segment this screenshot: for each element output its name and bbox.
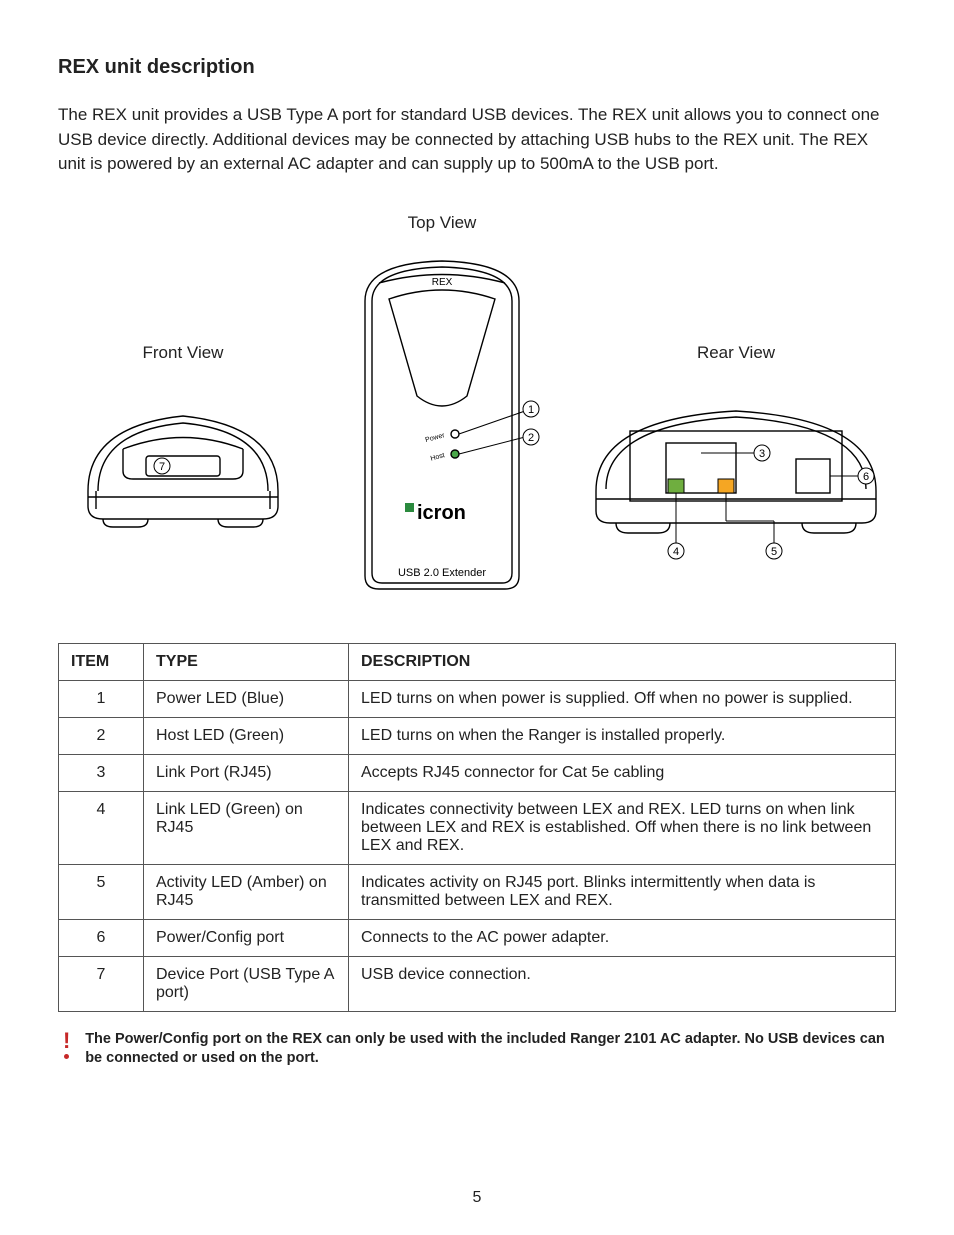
cell-item: 7 bbox=[59, 956, 144, 1011]
warning-icon: ! bbox=[58, 1030, 75, 1059]
col-type: TYPE bbox=[144, 643, 349, 680]
cell-type: Activity LED (Amber) on RJ45 bbox=[144, 864, 349, 919]
top-view-svg: REX Power Host icron USB 2.0 Extender bbox=[327, 241, 557, 611]
svg-text:2: 2 bbox=[528, 432, 534, 444]
cell-type: Link Port (RJ45) bbox=[144, 754, 349, 791]
cell-item: 3 bbox=[59, 754, 144, 791]
col-desc: DESCRIPTION bbox=[349, 643, 896, 680]
rear-view-column: Rear View bbox=[576, 213, 896, 571]
top-view-column: Top View REX Power Host bbox=[322, 213, 562, 611]
host-led-label: Host bbox=[430, 452, 446, 463]
callout-2: 2 bbox=[523, 429, 539, 445]
cell-item: 1 bbox=[59, 680, 144, 717]
front-view-label: Front View bbox=[143, 343, 224, 363]
table-row: 2Host LED (Green)LED turns on when the R… bbox=[59, 717, 896, 754]
callout-6: 6 bbox=[858, 468, 874, 484]
page-number: 5 bbox=[0, 1189, 954, 1207]
top-view-label: Top View bbox=[408, 213, 477, 233]
cell-item: 6 bbox=[59, 919, 144, 956]
cell-desc: LED turns on when the Ranger is installe… bbox=[349, 717, 896, 754]
cell-type: Host LED (Green) bbox=[144, 717, 349, 754]
cell-type: Link LED (Green) on RJ45 bbox=[144, 791, 349, 864]
callout-3: 3 bbox=[754, 445, 770, 461]
svg-text:4: 4 bbox=[673, 546, 679, 558]
table-row: 6Power/Config portConnects to the AC pow… bbox=[59, 919, 896, 956]
cell-item: 2 bbox=[59, 717, 144, 754]
table-row: 5Activity LED (Amber) on RJ45Indicates a… bbox=[59, 864, 896, 919]
cell-desc: LED turns on when power is supplied. Off… bbox=[349, 680, 896, 717]
callout-1: 1 bbox=[523, 401, 539, 417]
cell-desc: Connects to the AC power adapter. bbox=[349, 919, 896, 956]
power-led-label: Power bbox=[425, 432, 447, 444]
cell-item: 5 bbox=[59, 864, 144, 919]
rex-label: REX bbox=[432, 277, 453, 288]
svg-text:3: 3 bbox=[759, 448, 765, 460]
rear-view-svg: 3 6 4 bbox=[576, 371, 896, 571]
callout-4: 4 bbox=[668, 543, 684, 559]
table-row: 7Device Port (USB Type A port)USB device… bbox=[59, 956, 896, 1011]
table-row: 4Link LED (Green) on RJ45Indicates conne… bbox=[59, 791, 896, 864]
page: REX unit description The REX unit provid… bbox=[0, 0, 954, 1235]
cell-desc: Indicates activity on RJ45 port. Blinks … bbox=[349, 864, 896, 919]
host-led-icon bbox=[451, 450, 459, 458]
brand-logo: icron bbox=[405, 502, 466, 524]
svg-text:6: 6 bbox=[863, 471, 869, 483]
front-view-column: Front View bbox=[58, 213, 308, 531]
warning-text: The Power/Config port on the REX can onl… bbox=[85, 1030, 896, 1069]
cell-item: 4 bbox=[59, 791, 144, 864]
cell-type: Power LED (Blue) bbox=[144, 680, 349, 717]
views-row: Front View bbox=[58, 213, 896, 613]
description-table: ITEM TYPE DESCRIPTION 1Power LED (Blue)L… bbox=[58, 643, 896, 1012]
cell-type: Power/Config port bbox=[144, 919, 349, 956]
col-item: ITEM bbox=[59, 643, 144, 680]
section-title: REX unit description bbox=[58, 56, 896, 79]
callout-7: 7 bbox=[154, 458, 170, 474]
cell-desc: Accepts RJ45 connector for Cat 5e cablin… bbox=[349, 754, 896, 791]
table-row: 1Power LED (Blue)LED turns on when power… bbox=[59, 680, 896, 717]
callout-5: 5 bbox=[766, 543, 782, 559]
cell-desc: Indicates connectivity between LEX and R… bbox=[349, 791, 896, 864]
rear-view-label: Rear View bbox=[697, 343, 775, 363]
activity-led-icon bbox=[718, 479, 734, 493]
svg-text:5: 5 bbox=[771, 546, 777, 558]
svg-text:7: 7 bbox=[159, 461, 165, 473]
cell-desc: USB device connection. bbox=[349, 956, 896, 1011]
table-row: 3Link Port (RJ45)Accepts RJ45 connector … bbox=[59, 754, 896, 791]
usb-extender-label: USB 2.0 Extender bbox=[398, 567, 486, 579]
cell-type: Device Port (USB Type A port) bbox=[144, 956, 349, 1011]
svg-text:icron: icron bbox=[417, 502, 466, 524]
table-header-row: ITEM TYPE DESCRIPTION bbox=[59, 643, 896, 680]
front-view-svg: 7 bbox=[68, 371, 298, 531]
link-led-icon bbox=[668, 479, 684, 493]
svg-text:1: 1 bbox=[528, 404, 534, 416]
intro-paragraph: The REX unit provides a USB Type A port … bbox=[58, 103, 896, 177]
warning-note: ! The Power/Config port on the REX can o… bbox=[58, 1030, 896, 1069]
